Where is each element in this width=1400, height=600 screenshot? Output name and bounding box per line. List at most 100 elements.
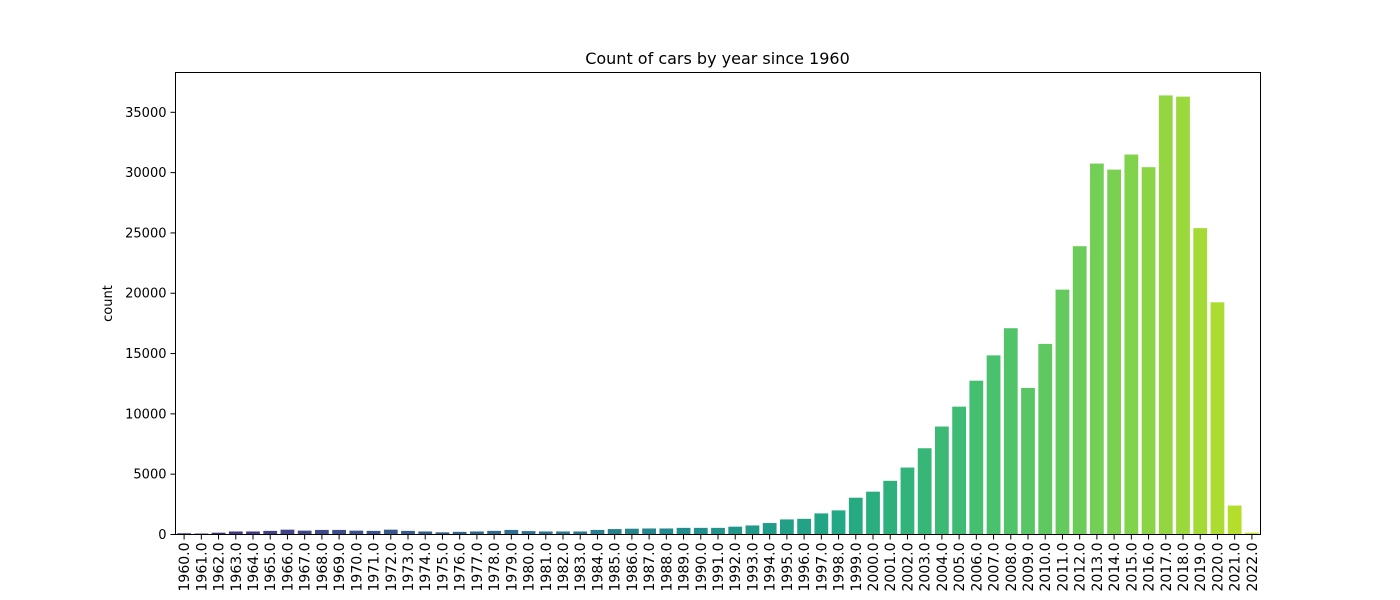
x-tick-label: 1961.0 [194,543,210,592]
bar [1141,167,1156,535]
bar [573,531,588,535]
bar [504,529,519,535]
bar [590,529,605,535]
x-tick-label: 1991.0 [711,543,727,592]
x-tick-label: 2016.0 [1142,543,1158,592]
bar [848,497,863,535]
y-tick-label: 30000 [125,166,166,181]
y-tick-label: 0 [158,528,166,543]
bar [1072,246,1087,535]
x-tick-label: 1968.0 [315,543,331,592]
y-tick-label: 25000 [125,226,166,241]
bar [1090,163,1104,535]
x-tick-label: 1966.0 [280,543,296,592]
bar [1003,328,1018,535]
y-axis-ticks: 0 5000 10000 15000 20000 25000 30000 35000 [125,106,176,543]
bar [625,528,639,535]
x-tick-label: 1985.0 [608,543,624,592]
x-tick-label: 2000.0 [866,543,882,592]
bar [780,519,794,535]
bar [900,467,915,535]
bar [383,529,398,535]
bar [177,533,191,535]
bar [315,529,329,535]
x-tick-label: 1978.0 [487,543,503,592]
x-tick-label: 1963.0 [229,543,245,592]
y-tick-label: 35000 [125,106,166,121]
x-tick-label: 2009.0 [1021,543,1037,592]
bar [521,531,536,535]
x-tick-label: 1998.0 [832,543,848,592]
bar [1038,343,1053,535]
x-tick-label: 2003.0 [918,543,934,592]
bar [1107,169,1121,535]
x-tick-label: 1973.0 [401,543,417,592]
x-tick-label: 2007.0 [987,543,1003,592]
bar [866,491,880,535]
chart-title: Count of cars by year since 1960 [585,49,850,68]
bar [1245,532,1259,535]
bar [917,448,932,535]
x-tick-label: 1969.0 [332,543,348,592]
x-tick-label: 1975.0 [435,543,451,592]
x-tick-label: 1992.0 [728,543,744,592]
bar [435,532,450,535]
bar [1055,289,1070,535]
x-tick-label: 1987.0 [642,543,658,592]
y-tick-label: 15000 [125,347,166,362]
y-tick-label: 5000 [133,468,166,483]
x-tick-label: 1970.0 [349,543,365,592]
bar [366,530,381,535]
x-tick-label: 1979.0 [504,543,520,592]
x-tick-label: 2006.0 [969,543,985,592]
bar [228,531,243,535]
x-tick-label: 2008.0 [1004,543,1020,592]
bar [986,355,1001,535]
x-tick-label: 2010.0 [1038,543,1054,592]
x-tick-label: 1989.0 [677,543,693,592]
x-axis-ticks: 1960.0 1961.0 1962.0 1963.0 1964.0 1965.0 1966… [177,534,1261,592]
x-tick-label: 2022.0 [1245,543,1261,592]
bar [401,530,415,535]
x-tick-label: 2001.0 [883,543,899,592]
bar [762,523,777,535]
x-tick-label: 1988.0 [659,543,675,592]
y-axis-label: count [101,285,116,322]
x-tick-label: 1965.0 [263,543,279,592]
bar [297,530,312,535]
bar [935,426,949,535]
x-tick-label: 1980.0 [522,543,538,592]
bar [263,530,278,535]
x-tick-label: 2017.0 [1159,543,1175,592]
bar [280,529,295,535]
bar [1158,95,1173,535]
bar [1227,505,1242,535]
bar [952,406,966,535]
x-tick-label: 2019.0 [1193,543,1209,592]
plot-frame [175,72,1261,535]
x-tick-label: 1974.0 [418,543,434,592]
x-tick-label: 2015.0 [1124,543,1140,592]
x-tick-label: 2004.0 [935,543,951,592]
x-tick-label: 1971.0 [367,543,383,592]
x-tick-label: 1964.0 [246,543,262,592]
bar [693,527,708,535]
x-tick-label: 2014.0 [1107,543,1123,592]
bar [538,531,553,535]
x-tick-label: 1999.0 [849,543,865,592]
x-tick-label: 1986.0 [625,543,641,592]
x-tick-label: 1996.0 [797,543,813,592]
x-tick-label: 2002.0 [900,543,916,592]
y-tick-label: 10000 [125,407,166,422]
bar [1176,96,1190,535]
bar [728,526,743,535]
x-tick-label: 1972.0 [384,543,400,592]
bar [711,527,725,535]
x-tick-label: 1967.0 [298,543,314,592]
x-tick-label: 1982.0 [556,543,572,592]
bar [452,531,467,535]
x-tick-label: 2011.0 [1055,543,1071,592]
bar [1124,154,1139,535]
bar [418,531,433,535]
